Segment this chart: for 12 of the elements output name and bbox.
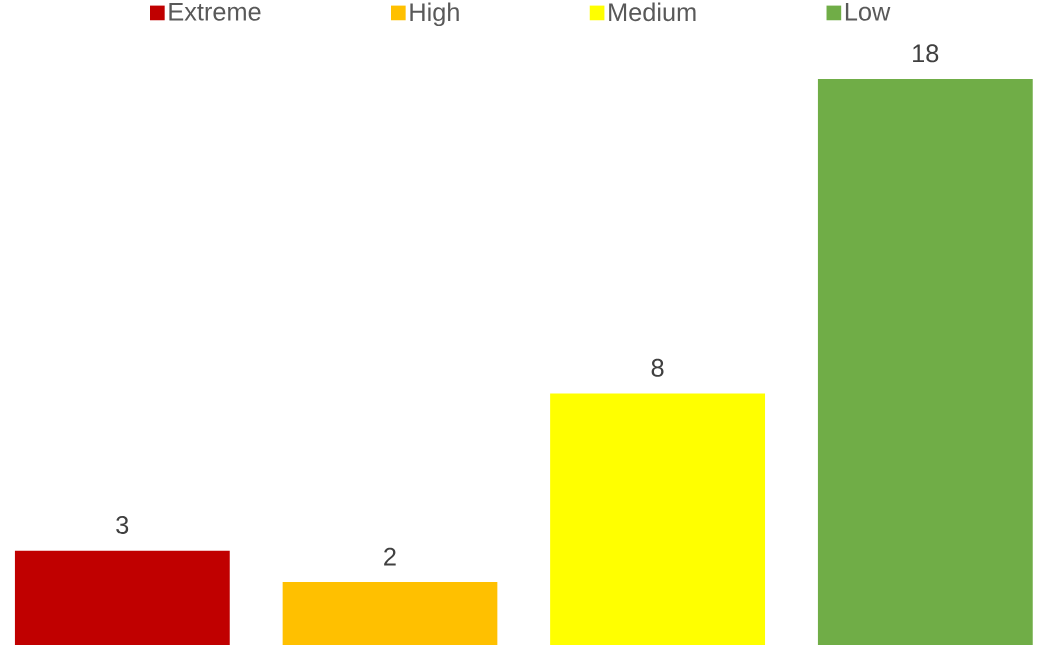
data-label: 3	[116, 516, 129, 534]
bar	[550, 393, 766, 645]
legend-label: High	[410, 2, 459, 27]
data-label: 2	[384, 547, 396, 566]
data-label: 18	[913, 44, 939, 63]
data-label: 8	[651, 358, 664, 377]
bar	[282, 582, 498, 645]
legend-label: Medium	[609, 2, 696, 22]
legend-label: Extreme	[169, 2, 261, 21]
bar	[817, 78, 1033, 645]
bar	[14, 550, 230, 645]
legend-label: Low	[845, 2, 891, 21]
